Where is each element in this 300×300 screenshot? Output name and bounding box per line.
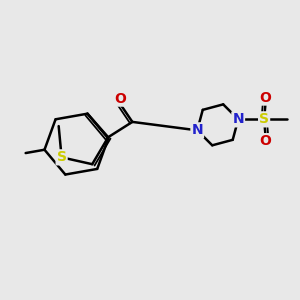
Text: S: S: [57, 150, 67, 164]
Text: O: O: [260, 134, 272, 148]
Text: N: N: [191, 123, 203, 137]
Text: N: N: [232, 112, 244, 126]
Text: O: O: [260, 91, 272, 105]
Text: O: O: [114, 92, 126, 106]
Text: S: S: [259, 112, 269, 126]
